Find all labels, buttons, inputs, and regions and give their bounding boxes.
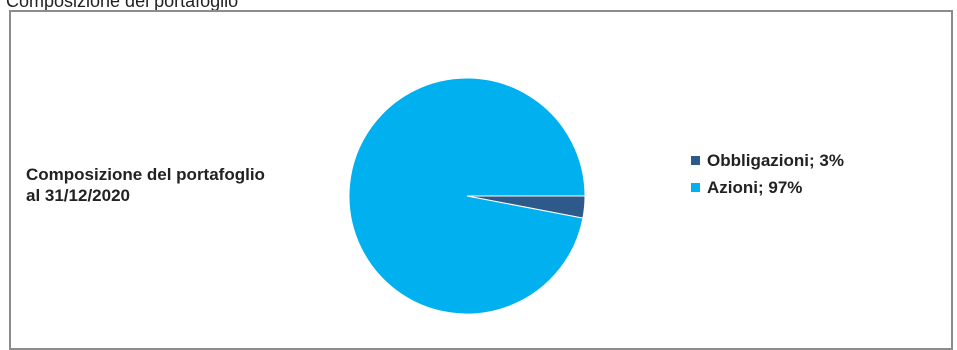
legend-label-azioni: Azioni; 97% (707, 177, 803, 197)
legend-label-obbligazioni: Obbligazioni; 3% (707, 150, 844, 170)
chart-title-line-1: Composizione del portafoglio (26, 165, 265, 184)
legend-item-obbligazioni: Obbligazioni; 3% (691, 147, 844, 174)
chart-title-line-2: al 31/12/2020 (26, 186, 130, 205)
pie-slice-azioni (348, 77, 586, 315)
chart-title: Composizione del portafoglio al 31/12/20… (26, 164, 265, 206)
top-caption: Composizione del portafoglio (6, 0, 239, 11)
legend: Obbligazioni; 3% Azioni; 97% (691, 147, 844, 201)
legend-item-azioni: Azioni; 97% (691, 174, 844, 201)
legend-swatch-azioni (691, 183, 700, 192)
legend-swatch-obbligazioni (691, 156, 700, 165)
